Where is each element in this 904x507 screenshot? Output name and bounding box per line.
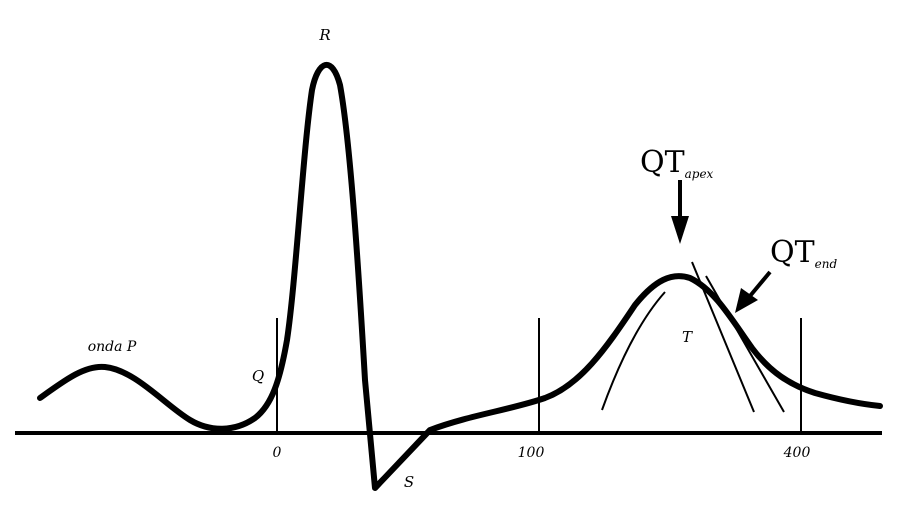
qt-end-arrow-head (735, 288, 758, 313)
label-s: S (404, 473, 414, 491)
tick-label-100: 100 (518, 445, 545, 461)
label-qt-end: QTend (770, 235, 837, 271)
ecg-waveform (37, 61, 883, 491)
label-p-wave: onda P (88, 339, 137, 355)
tangent-ascending (601, 291, 666, 411)
tick-label-0: 0 (273, 445, 282, 461)
label-r: R (318, 26, 330, 44)
qt-apex-arrow-head (671, 216, 689, 244)
label-qt-apex: QTapex (640, 145, 714, 181)
tick-label-400: 400 (783, 445, 811, 461)
label-q: Q (252, 367, 264, 385)
label-t: T (682, 328, 693, 346)
qt-end-arrow-shaft (748, 270, 772, 298)
